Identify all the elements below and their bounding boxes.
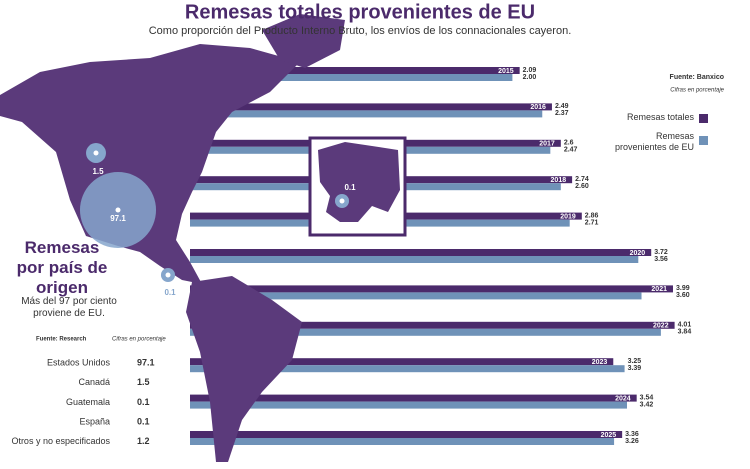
bubble-dot bbox=[165, 272, 171, 278]
bar bbox=[190, 67, 520, 74]
bubble-label: 0.1 bbox=[164, 288, 176, 297]
value-label: 4.01 bbox=[678, 322, 692, 329]
bubble-title: Remesas por país de origen bbox=[16, 238, 108, 297]
row-value: 0.1 bbox=[137, 416, 150, 426]
bar bbox=[190, 438, 615, 445]
subtitle: Como proporción del Producto Interno Bru… bbox=[149, 25, 572, 37]
bar bbox=[190, 365, 625, 373]
bubble-dot bbox=[93, 150, 99, 156]
category-label: 2020 bbox=[630, 250, 646, 257]
value-label: 3.99 bbox=[676, 285, 690, 292]
value-label: 3.72 bbox=[654, 249, 668, 256]
value-label: 2.47 bbox=[564, 147, 578, 154]
overlay: 2.092.0020152.492.3720162.62.4720172.742… bbox=[11, 67, 691, 446]
value-label: 2.86 bbox=[585, 212, 599, 219]
row-value: 1.2 bbox=[137, 436, 150, 446]
value-label: 2.00 bbox=[523, 74, 537, 81]
bar bbox=[190, 256, 639, 263]
bubble-label: 97.1 bbox=[110, 214, 126, 223]
legend-label: Remesas totales bbox=[626, 112, 694, 122]
row-label: Estados Unidos bbox=[47, 357, 111, 367]
row-label: España bbox=[79, 416, 110, 426]
value-label: 3.60 bbox=[676, 292, 690, 299]
category-label: 2023 bbox=[592, 359, 608, 366]
row-value: 1.5 bbox=[137, 377, 150, 387]
bubble-dot bbox=[115, 207, 121, 213]
category-label: 2015 bbox=[498, 68, 514, 75]
value-label: 2.71 bbox=[585, 219, 599, 226]
europe bbox=[318, 142, 400, 222]
unit-note: Cifras en porcentaje bbox=[112, 337, 166, 343]
value-label: 2.09 bbox=[523, 67, 537, 74]
value-label: 2.37 bbox=[555, 110, 569, 117]
bar bbox=[190, 285, 673, 293]
bar bbox=[190, 249, 652, 256]
value-label: 3.42 bbox=[640, 401, 654, 408]
category-label: 2022 bbox=[653, 323, 669, 330]
category-label: 2024 bbox=[615, 395, 631, 402]
bar bbox=[190, 401, 627, 409]
bubble-label: 1.5 bbox=[92, 167, 104, 176]
source: Fuente: Research bbox=[36, 337, 87, 343]
bubble-dot bbox=[339, 198, 345, 204]
category-label: 2019 bbox=[560, 213, 576, 220]
value-label: 2.60 bbox=[575, 183, 589, 190]
map bbox=[0, 14, 407, 462]
value-label: 3.56 bbox=[654, 256, 668, 263]
bar bbox=[190, 394, 637, 402]
legend-swatch bbox=[699, 136, 708, 145]
value-label: 3.39 bbox=[628, 365, 642, 372]
value-label: 3.36 bbox=[625, 431, 639, 438]
bar bbox=[190, 103, 552, 111]
row-label: Canadá bbox=[78, 377, 110, 387]
value-label: 2.6 bbox=[564, 140, 574, 147]
unit-note: Cifras en porcentaje bbox=[670, 88, 724, 94]
legend-swatch bbox=[699, 114, 708, 123]
row-label: Guatemala bbox=[66, 397, 110, 407]
bar bbox=[190, 431, 623, 438]
bar bbox=[190, 110, 543, 118]
bubble-subtitle: Más del 97 por ciento proviene de EU. bbox=[21, 296, 117, 319]
bar bbox=[190, 74, 513, 81]
bar bbox=[190, 358, 614, 366]
row-value: 0.1 bbox=[137, 397, 150, 407]
north-america bbox=[0, 44, 300, 284]
category-label: 2025 bbox=[601, 432, 617, 439]
value-label: 3.26 bbox=[625, 438, 639, 445]
south-america bbox=[186, 276, 302, 462]
value-label: 3.54 bbox=[640, 394, 654, 401]
bubble-label: 0.1 bbox=[344, 183, 356, 192]
category-label: 2018 bbox=[551, 177, 567, 184]
legend-label: Remesas provenientes de EU bbox=[614, 131, 694, 152]
value-label: 2.49 bbox=[555, 103, 569, 110]
greenland bbox=[262, 14, 345, 68]
bar bbox=[190, 328, 661, 336]
bar bbox=[190, 321, 675, 329]
category-label: 2021 bbox=[651, 286, 667, 293]
row-value: 97.1 bbox=[137, 357, 155, 367]
source: Fuente: Banxico bbox=[670, 74, 724, 81]
category-label: 2016 bbox=[530, 104, 546, 111]
category-label: 2017 bbox=[539, 141, 555, 148]
value-label: 3.25 bbox=[628, 358, 642, 365]
value-label: 3.84 bbox=[678, 329, 692, 336]
bar bbox=[190, 292, 642, 300]
value-label: 2.74 bbox=[575, 176, 589, 183]
row-label: Otros y no especificados bbox=[11, 436, 110, 446]
title: Remesas totales provenientes de EU bbox=[185, 1, 535, 23]
